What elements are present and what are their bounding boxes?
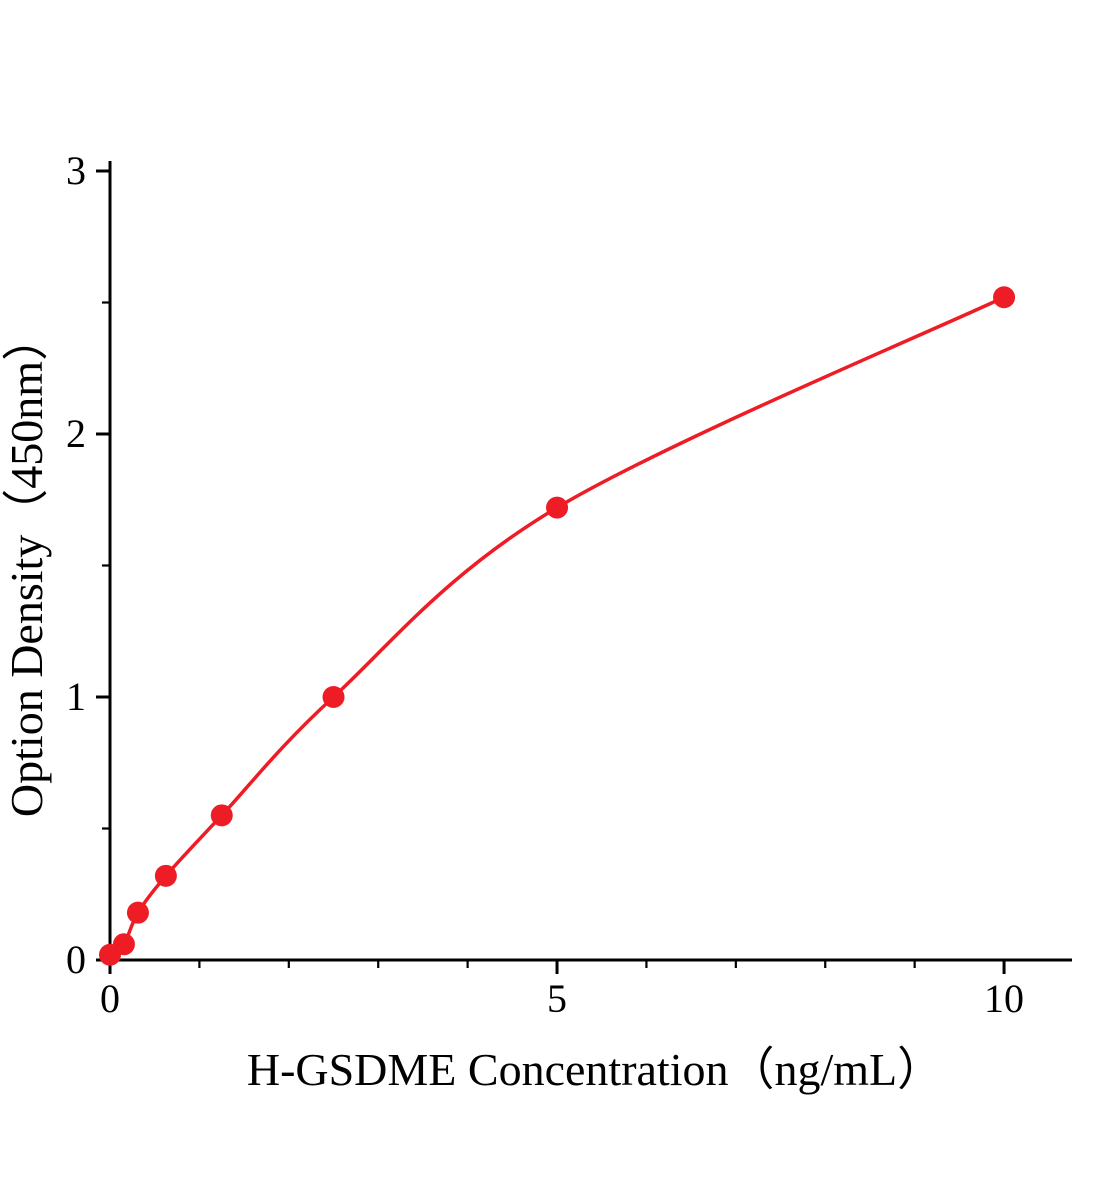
y-tick-label: 0 xyxy=(66,937,86,982)
standard-curve-line xyxy=(108,295,1006,957)
x-tick-label: 10 xyxy=(984,976,1024,1021)
data-point-marker xyxy=(126,901,149,924)
y-tick-label: 1 xyxy=(66,674,86,719)
data-point-marker xyxy=(546,496,569,519)
y-axis-title: Option Density（450nm） xyxy=(1,315,52,817)
axes xyxy=(108,161,1072,962)
x-axis-title: H-GSDME Concentration（ng/mL） xyxy=(247,1044,943,1095)
data-point-marker xyxy=(210,804,233,827)
data-point-marker xyxy=(993,286,1016,309)
data-point-marker xyxy=(112,933,135,956)
y-axis-tick-labels: 0 1 2 3 xyxy=(66,148,86,982)
x-tick-label: 0 xyxy=(100,976,120,1021)
x-axis-ticks xyxy=(108,960,1006,974)
x-tick-label: 5 xyxy=(547,976,567,1021)
x-axis-tick-labels: 0 5 10 xyxy=(100,976,1024,1021)
data-point-marker xyxy=(154,864,177,887)
data-point-marker xyxy=(322,686,345,708)
standard-curve-data-points xyxy=(99,286,1016,966)
y-axis-ticks xyxy=(96,169,110,962)
y-tick-label: 3 xyxy=(66,148,86,193)
y-tick-label: 2 xyxy=(66,411,86,456)
